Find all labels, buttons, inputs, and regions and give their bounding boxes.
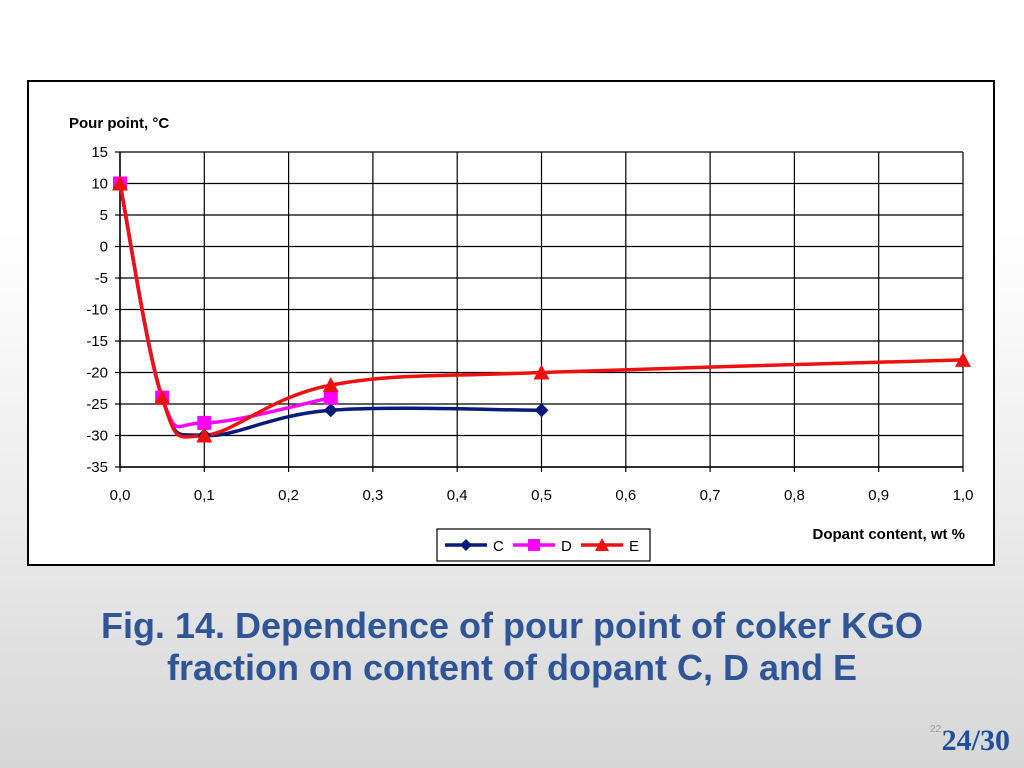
y-axis-label: Pour point, °C [69, 115, 169, 132]
data-point-C [534, 403, 549, 418]
data-point-E [533, 364, 550, 380]
figure-caption: Fig. 14. Dependence of pour point of cok… [0, 605, 1024, 689]
chart: Pour point, °C 15 10 5 0 -5 -10 -15 -20 -25 -30 -35… [69, 115, 974, 562]
x-tick-label: 0,8 [784, 487, 805, 504]
y-tick-label: -10 [86, 302, 108, 319]
data-point-D [323, 390, 338, 405]
y-tick-label: 15 [91, 144, 108, 161]
caption-line-2: fraction on content of dopant C, D and E [167, 647, 857, 688]
x-tick-label: 0,6 [615, 487, 636, 504]
legend-label-E: E [629, 538, 639, 555]
caption-line-1: Fig. 14. Dependence of pour point of cok… [100, 605, 924, 646]
slide-number: 22 [930, 724, 942, 735]
y-tick-label: -20 [86, 365, 108, 382]
y-tick-label: -25 [86, 396, 108, 413]
x-tick-label: 0,9 [868, 487, 889, 504]
series-line-E [118, 183, 964, 439]
x-tick-label: 0,4 [447, 487, 468, 504]
x-tick-label: 0,5 [531, 487, 552, 504]
legend-marker-D [528, 539, 540, 551]
y-tick-label: -30 [86, 428, 108, 445]
y-tick-label: 5 [100, 207, 108, 224]
data-point-E [154, 389, 171, 405]
chart-frame: Pour point, °C 15 10 5 0 -5 -10 -15 -20 -25 -30 -35… [27, 80, 995, 566]
x-axis-label: Dopant content, wt % [813, 526, 966, 543]
data-point-C [323, 403, 338, 418]
data-point-E [196, 427, 213, 443]
y-tick-label: -5 [95, 270, 108, 287]
y-tick-label: -15 [86, 333, 108, 350]
y-tick-label: -35 [86, 459, 108, 476]
data-point-D [197, 415, 212, 430]
series-line-D [118, 183, 332, 429]
y-tick-label: 0 [100, 239, 108, 256]
x-tick-label: 0,3 [362, 487, 383, 504]
data-point-E [955, 351, 971, 367]
x-tick-label: 0,2 [278, 487, 299, 504]
x-tick-label: 0,7 [700, 487, 721, 504]
x-tick-label: 0,1 [194, 487, 215, 504]
legend-label-D: D [561, 538, 572, 555]
data-point-E [322, 377, 339, 393]
x-tick-label: 0,0 [110, 487, 131, 504]
y-tick-label: 10 [91, 176, 108, 193]
legend-marker-C [460, 539, 472, 551]
x-tick-label: 1,0 [953, 487, 974, 504]
legend-label-C: C [493, 538, 504, 555]
data-point-E [112, 175, 128, 191]
legend-marker-E [595, 538, 609, 551]
page-counter: 24/30 [941, 724, 1010, 757]
